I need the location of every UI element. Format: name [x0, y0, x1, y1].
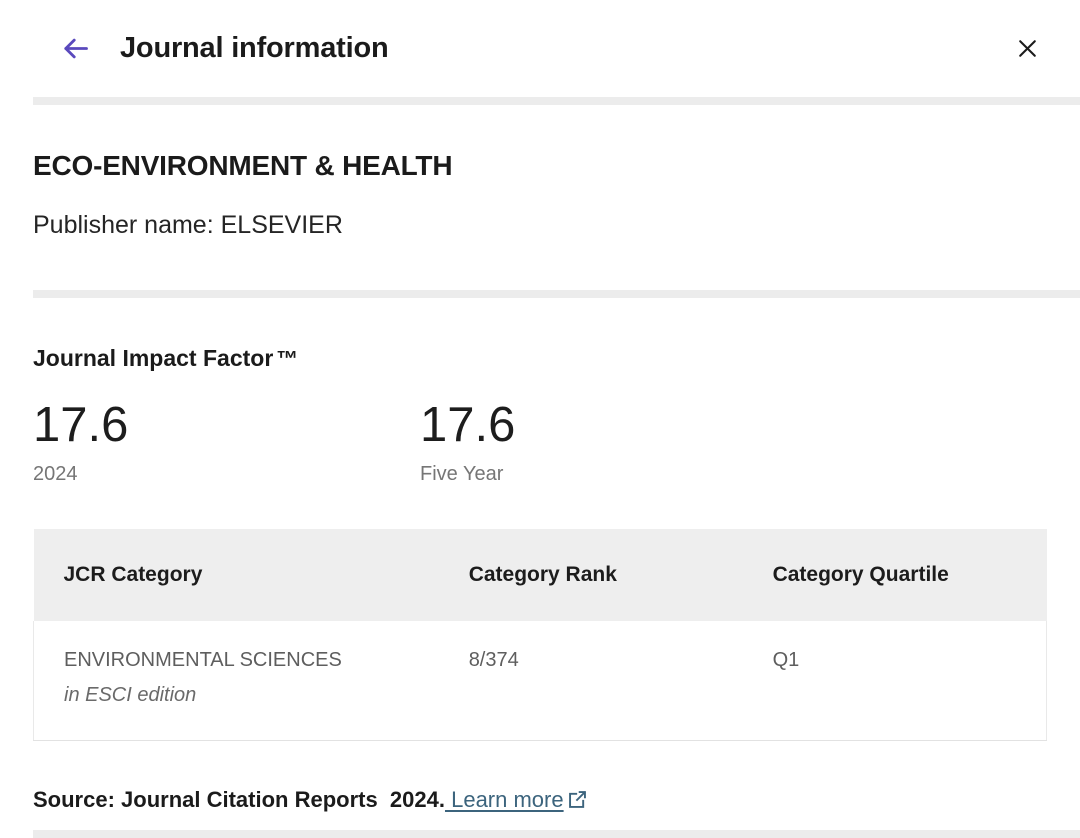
close-button[interactable] — [1013, 34, 1042, 63]
source-line: Source: Journal Citation Reports 2024. L… — [33, 785, 1047, 815]
jif-current-value: 17.6 — [33, 398, 129, 452]
journal-identity-section: ECO-ENVIRONMENT & HEALTH Publisher name:… — [0, 149, 1080, 240]
cell-category-quartile: Q1 — [742, 621, 1047, 741]
table-row: ENVIRONMENTAL SCIENCES in ESCI edition 8… — [32, 621, 1047, 741]
arrow-left-icon — [64, 38, 88, 59]
cell-jcr-category: ENVIRONMENTAL SCIENCES in ESCI edition — [32, 621, 439, 741]
jif-five-year-label: Five Year — [420, 463, 504, 485]
category-edition: in ESCI edition — [64, 684, 197, 706]
learn-more-label: Learn more — [444, 787, 564, 812]
source-text: Source: Journal Citation Reports 2024. — [33, 787, 445, 812]
panel-title: Journal information — [120, 32, 389, 64]
learn-more-link[interactable]: Learn more — [445, 787, 588, 812]
jif-five-year-metric: 17.6 Five Year — [420, 399, 515, 487]
jif-current-metric: 17.6 2024 — [33, 399, 420, 487]
impact-factor-heading-text: Journal Impact Factor — [33, 345, 274, 371]
jif-five-year-value: 17.6 — [420, 398, 516, 452]
category-name: ENVIRONMENTAL SCIENCES — [64, 649, 342, 671]
jcr-category-table: JCR Category Category Rank Category Quar… — [32, 529, 1047, 741]
impact-factor-metrics: 17.6 2024 17.6 Five Year — [33, 399, 1047, 487]
table-header-row: JCR Category Category Rank Category Quar… — [33, 529, 1047, 621]
trademark-symbol: ™ — [276, 346, 299, 371]
publisher-label: Publisher name: — [33, 211, 214, 239]
close-icon — [1019, 40, 1036, 57]
bottom-divider — [33, 830, 1080, 838]
publisher-value: ELSEVIER — [220, 211, 343, 239]
panel-header: Journal information — [0, 0, 1080, 97]
column-header-category-rank: Category Rank — [438, 529, 743, 621]
header-divider — [33, 97, 1080, 105]
impact-factor-heading: Journal Impact Factor ™ — [33, 344, 1047, 373]
publisher-line: Publisher name: ELSEVIER — [33, 210, 1047, 240]
jif-current-label: 2024 — [33, 463, 78, 485]
back-button[interactable] — [58, 31, 93, 66]
column-header-jcr-category: JCR Category — [33, 529, 439, 621]
journal-name: ECO-ENVIRONMENT & HEALTH — [33, 150, 453, 181]
impact-factor-section: Journal Impact Factor ™ 17.6 2024 17.6 Fi… — [0, 344, 1080, 815]
cell-category-rank: 8/374 — [438, 621, 743, 741]
section-divider — [33, 290, 1080, 298]
external-link-icon — [568, 791, 586, 808]
column-header-category-quartile: Category Quartile — [742, 529, 1047, 621]
